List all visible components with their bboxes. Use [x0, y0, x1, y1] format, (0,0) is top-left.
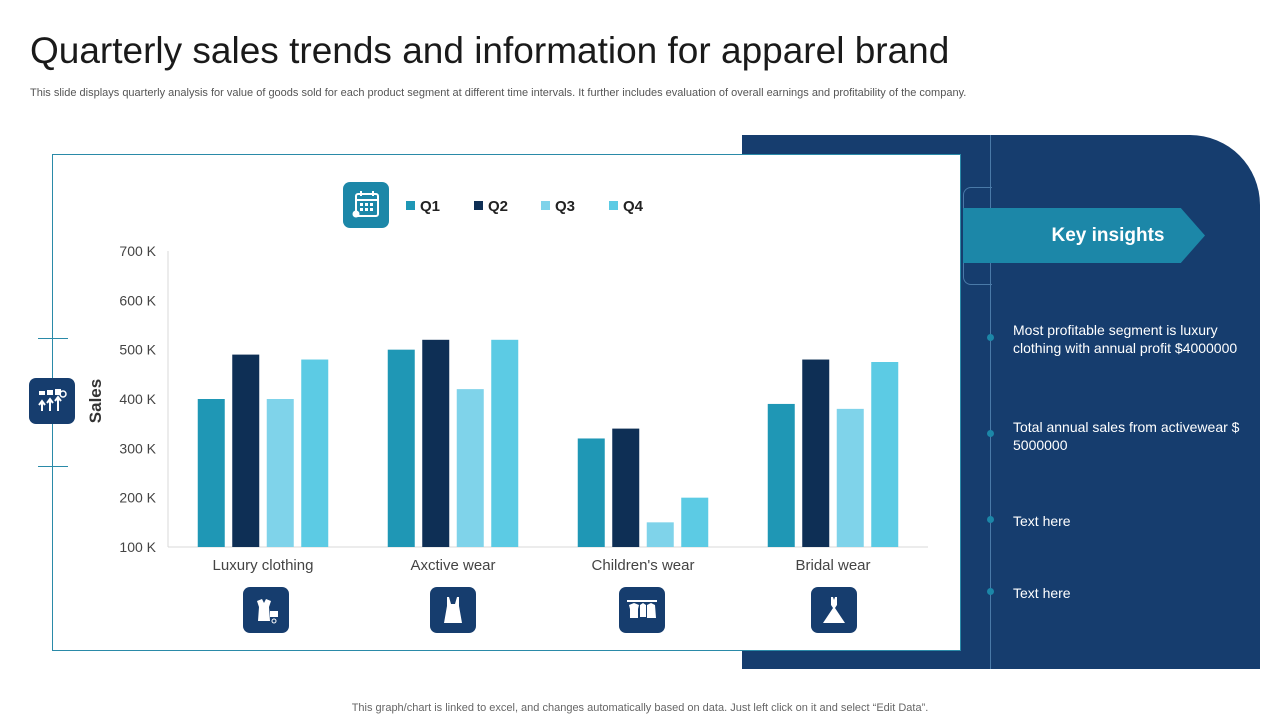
slide-title: Quarterly sales trends and information f…: [30, 30, 950, 71]
calendar-icon: [343, 182, 389, 228]
bridal-dress-icon: [811, 587, 857, 633]
sales-growth-icon: [29, 378, 75, 424]
insight-item: Text here: [1013, 513, 1071, 529]
key-insights-banner: [963, 208, 1205, 263]
insight-dot: [987, 516, 994, 523]
slide-footer: This graph/chart is linked to excel, and…: [351, 702, 929, 714]
childrens-wear-icon: [619, 587, 665, 633]
insight-item: Total annual sales from activewear $ 500…: [1013, 419, 1240, 453]
side-tick: [38, 338, 68, 339]
luxury-clothing-icon: [243, 587, 289, 633]
activewear-icon: [430, 587, 476, 633]
key-insights-heading: Key insights: [1051, 225, 1165, 246]
slide-subtitle: This slide displays quarterly analysis f…: [30, 87, 967, 99]
insights-timeline: [990, 135, 991, 669]
insight-dot: [987, 430, 994, 437]
chart-card: [52, 154, 961, 651]
insight-item: Text here: [1013, 585, 1071, 601]
side-tick: [38, 466, 68, 467]
insight-dot: [987, 334, 994, 341]
insight-item: Most profitable segment is luxury clothi…: [1013, 322, 1238, 356]
insight-dot: [987, 588, 994, 595]
